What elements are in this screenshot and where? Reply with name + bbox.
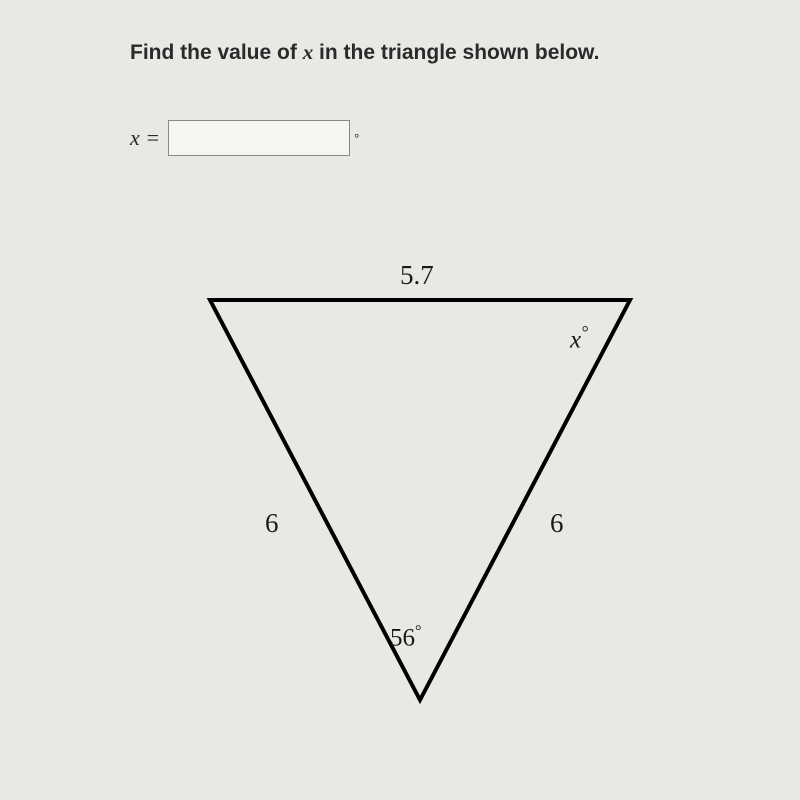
label-right-angle: x° xyxy=(570,322,588,354)
triangle-diagram: 5.7 x° 6 6 56° xyxy=(130,250,670,740)
label-right-side: 6 xyxy=(550,508,564,539)
answer-row: x = ° xyxy=(130,120,359,156)
x-equals-label: x = xyxy=(130,125,160,151)
label-left-side: 6 xyxy=(265,508,279,539)
degree-symbol: ° xyxy=(354,131,359,146)
label-top-side: 5.7 xyxy=(400,260,434,291)
triangle-svg xyxy=(130,250,670,740)
problem-text: Find the value of x in the triangle show… xyxy=(130,40,599,65)
label-bottom-angle: 56° xyxy=(390,622,422,652)
answer-input[interactable] xyxy=(168,120,350,156)
